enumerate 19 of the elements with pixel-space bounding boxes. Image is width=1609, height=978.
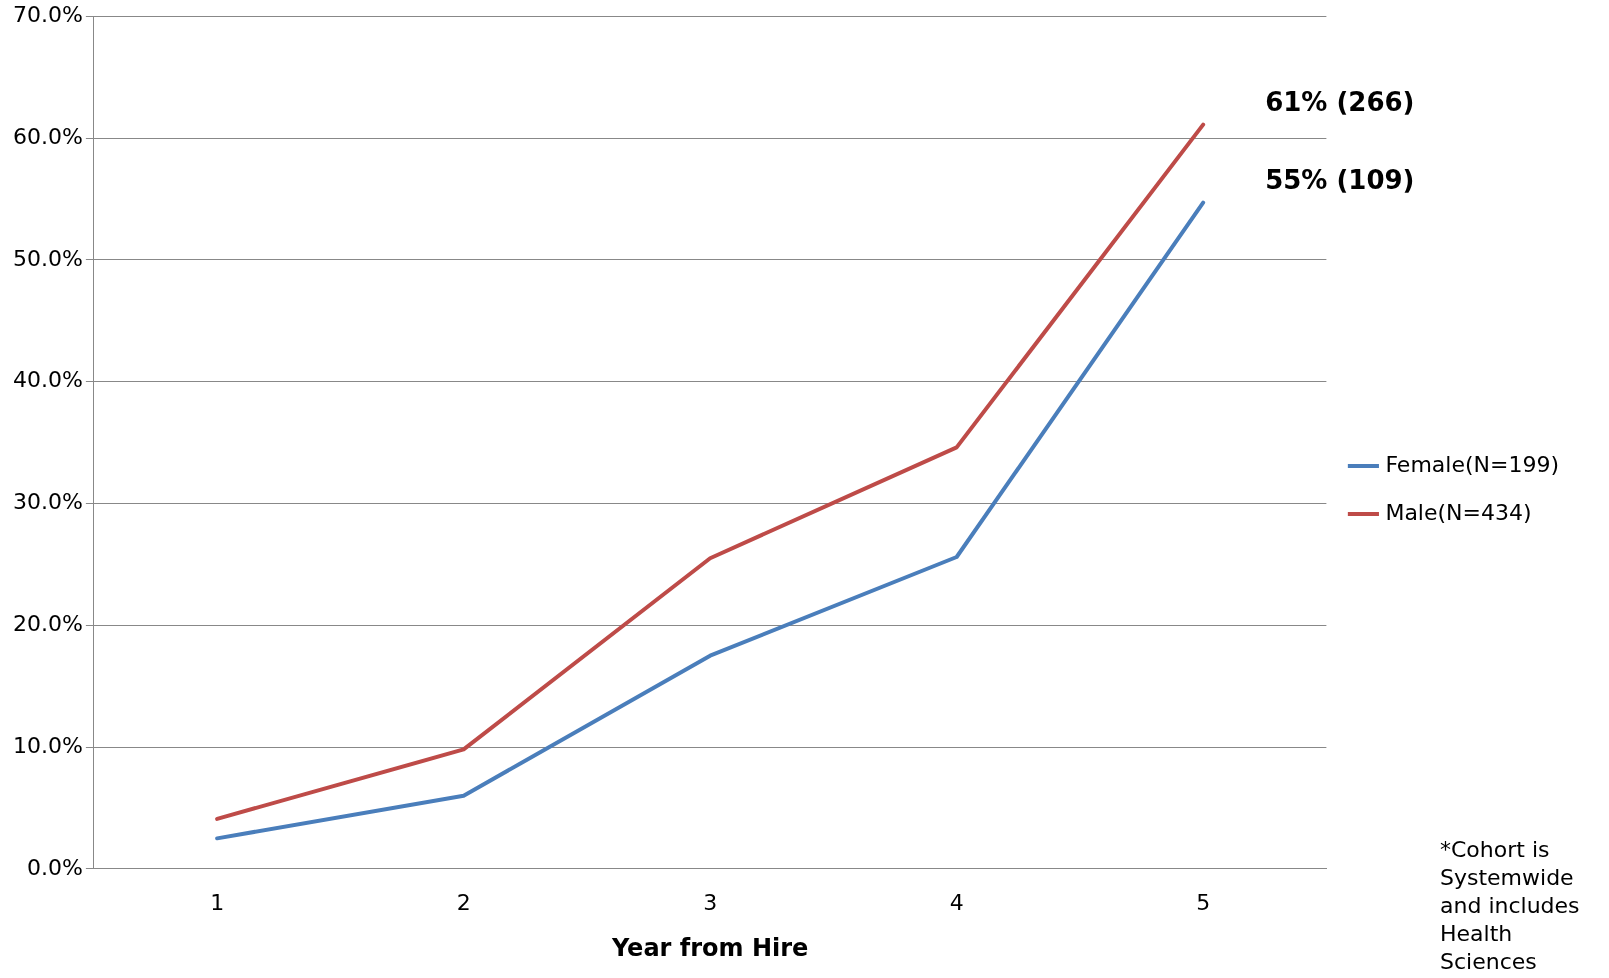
x-tick-label: 1 [210,889,225,915]
y-tick-label: 20.0% [13,610,83,636]
y-tick-label: 60.0% [13,123,83,149]
x-tick-label: 2 [456,889,471,915]
y-tick-label: 30.0% [13,489,83,515]
text: *Cohort is Systemwide and includes Health Sciences [1440,836,1581,976]
x-tick-label: 4 [949,889,964,915]
x-tick-label: 5 [1196,889,1211,915]
y-tick-label: 50.0% [13,245,83,271]
legend-label: Female(N=199) [1385,451,1559,477]
y-tick-label: 0.0% [26,854,83,880]
annotation: 61% (266) [1265,87,1415,118]
y-tick-label: 70.0% [13,1,83,27]
annotation: 55% (109) [1265,165,1415,196]
y-tick-label: 10.0% [13,732,83,758]
legend-label: Male(N=434) [1385,499,1532,525]
x-tick-label: 3 [703,889,718,915]
x-axis-title: Year from Hire [610,933,809,962]
y-tick-label: 40.0% [13,367,83,393]
